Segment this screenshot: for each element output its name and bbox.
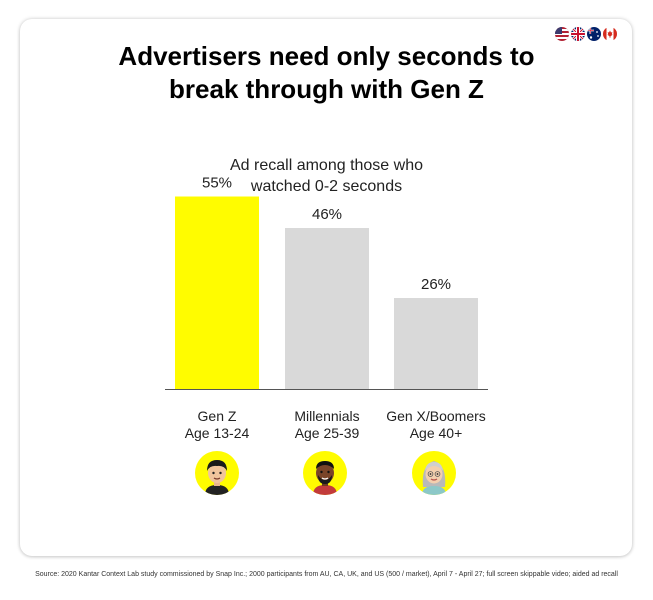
australia-flag-icon (587, 27, 601, 41)
us-flag-icon (555, 27, 569, 41)
gen-z-avatar-icon (195, 451, 239, 495)
bar-gen-x-boomers (394, 298, 478, 389)
category-name: Millennials (294, 408, 360, 424)
category-name: Gen X/Boomers (386, 408, 486, 424)
subtitle-line-2: watched 0-2 seconds (250, 178, 403, 195)
category-label-gen-z: Gen Z Age 13-24 (157, 408, 277, 442)
millennial-avatar-icon (303, 451, 347, 495)
category-age: Age 40+ (409, 425, 463, 441)
category-label-millennials: Millennials Age 25-39 (267, 408, 387, 442)
category-name: Gen Z (197, 408, 237, 424)
country-flags (555, 27, 617, 41)
subtitle-line-1: Ad recall among those who (230, 157, 423, 174)
chart-subtitle: Ad recall among those who watched 0-2 se… (0, 155, 653, 197)
value-label-gen-z: 55% (202, 175, 232, 192)
uk-flag-icon (571, 27, 585, 41)
category-label-gen-x-boomers: Gen X/Boomers Age 40+ (376, 408, 496, 442)
source-note: Source: 2020 Kantar Context Lab study co… (35, 571, 618, 578)
bar-millennials (285, 228, 369, 389)
value-label-millennials: 46% (312, 206, 342, 223)
category-age: Age 25-39 (294, 425, 360, 441)
value-label-gen-x-boomers: 26% (421, 276, 451, 293)
boomer-avatar-icon (412, 451, 456, 495)
canada-flag-icon (603, 27, 617, 41)
title-line-1: Advertisers need only seconds to (118, 41, 535, 71)
bar-gen-z (175, 196, 259, 389)
page-title: Advertisers need only seconds to break t… (0, 40, 653, 106)
category-age: Age 13-24 (184, 425, 250, 441)
title-line-2: break through with Gen Z (169, 74, 484, 104)
